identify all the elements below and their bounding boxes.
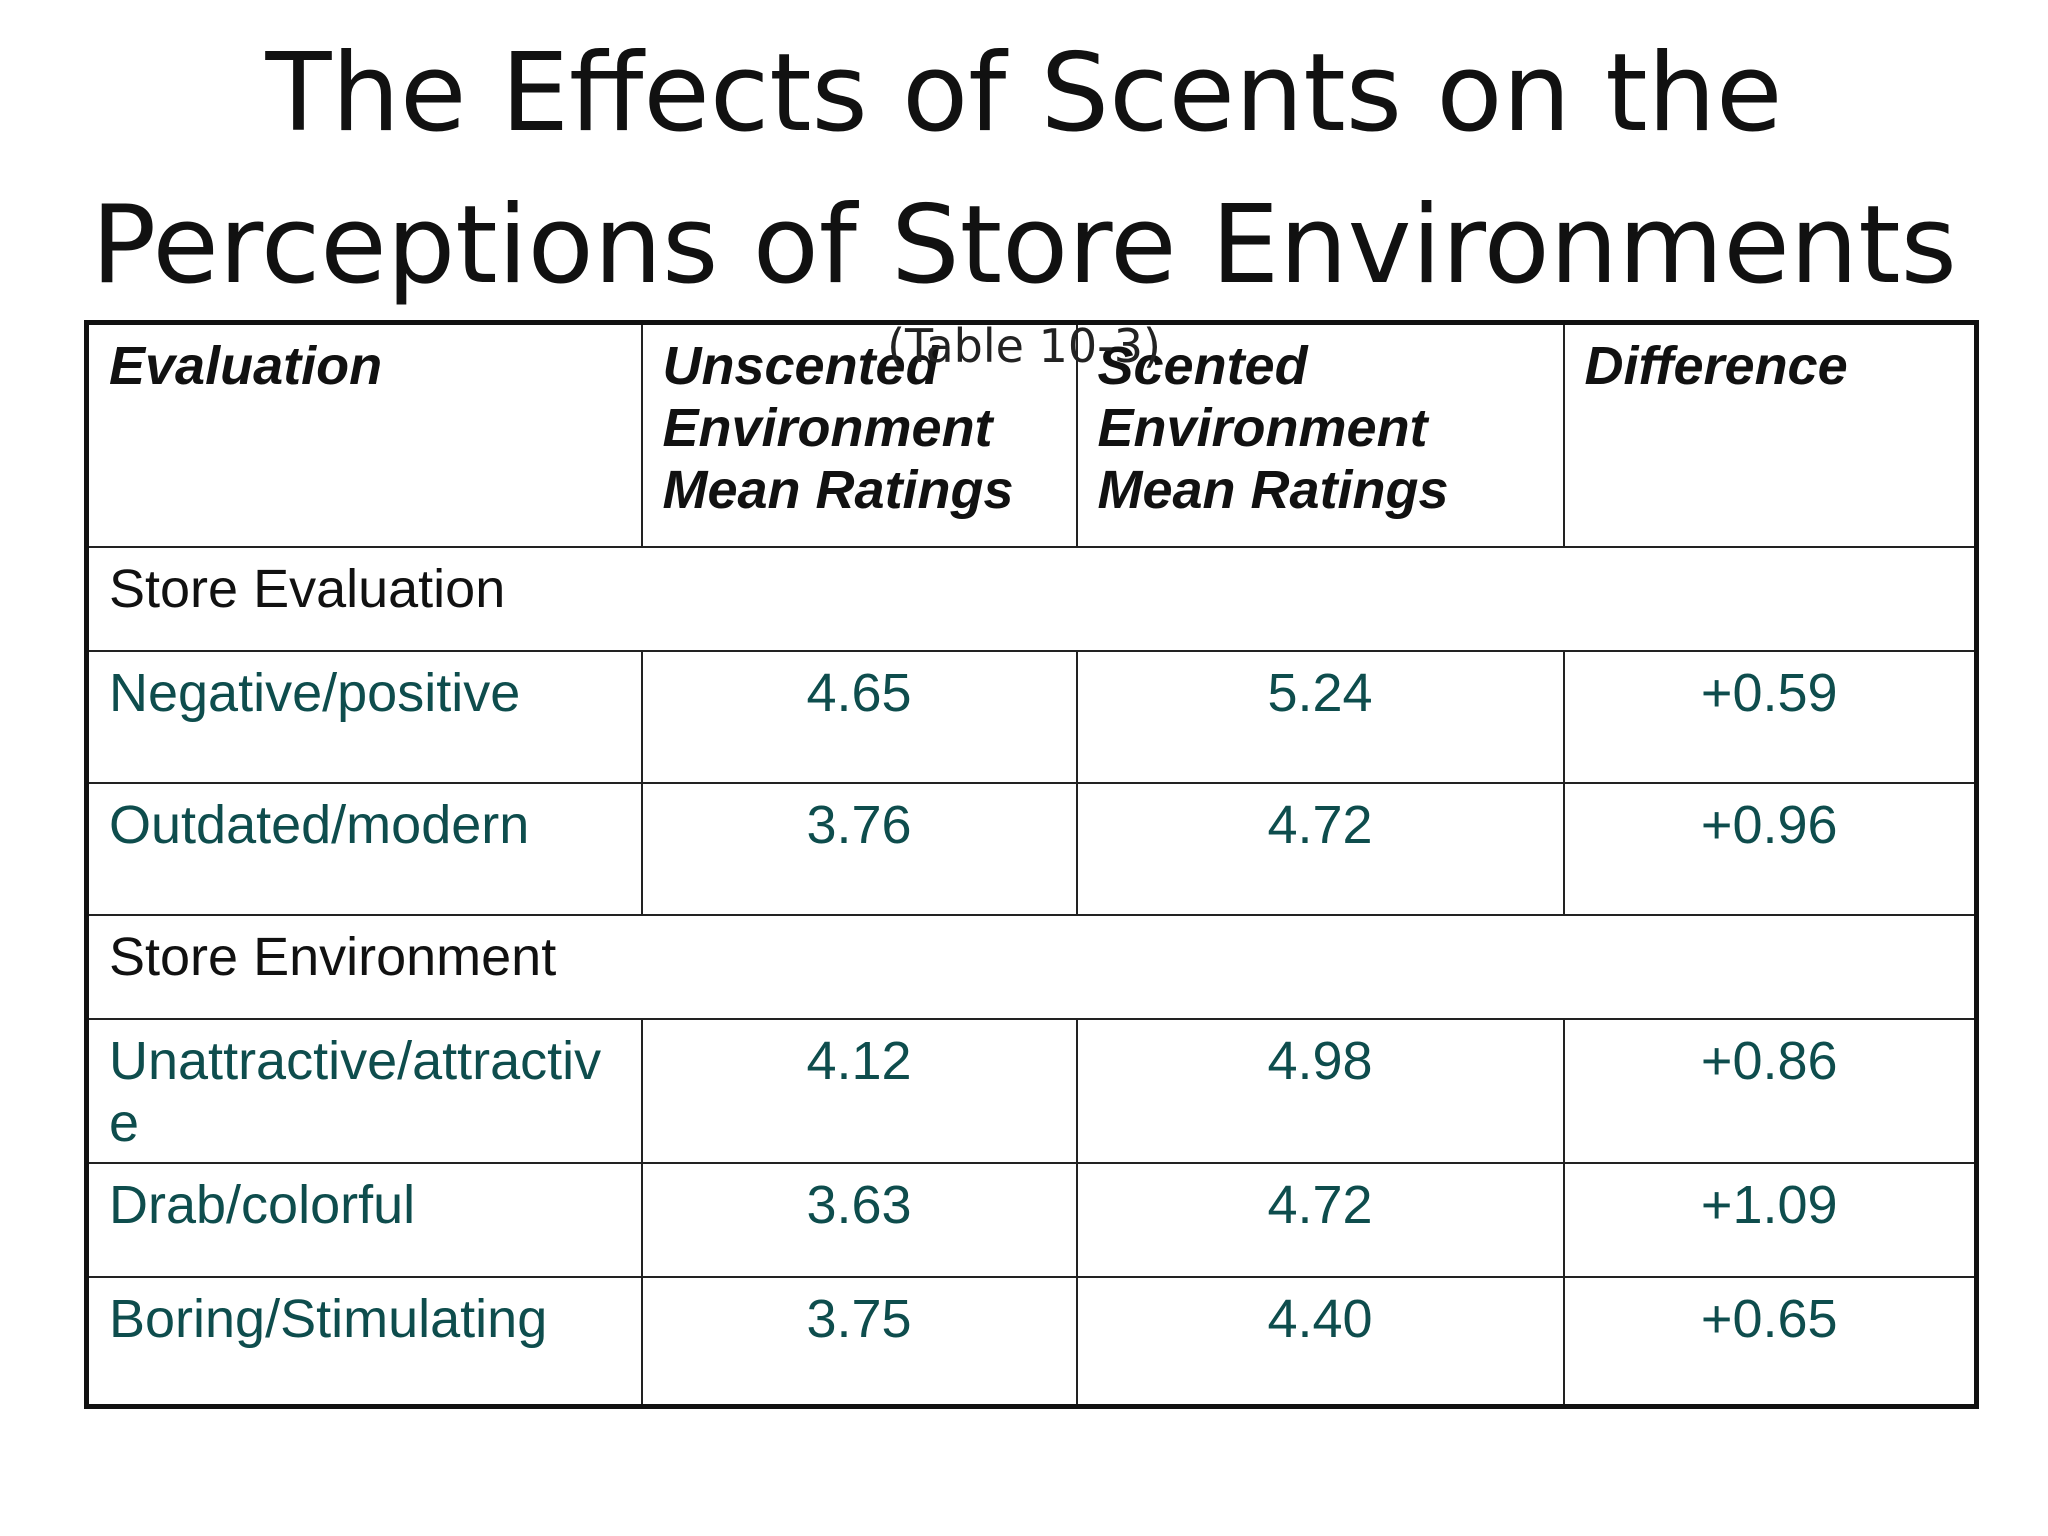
table-row: Negative/positive 4.65 5.24 +0.59 bbox=[85, 649, 1978, 784]
row-label: Outdated/modern bbox=[85, 781, 643, 916]
slide-title: The Effects of Scents on the Perceptions… bbox=[0, 18, 2048, 322]
unscented-value: 3.63 bbox=[640, 1161, 1078, 1278]
unscented-value: 4.65 bbox=[640, 649, 1078, 784]
difference-value: +1.09 bbox=[1562, 1161, 1978, 1278]
table-row: Boring/Stimulating 3.75 4.40 +0.65 bbox=[85, 1275, 1978, 1408]
scented-value: 4.98 bbox=[1075, 1017, 1565, 1164]
table-reference-subtitle: (Table 10-3) bbox=[887, 319, 1161, 373]
scent-effects-table: Evaluation Unscented Environment Mean Ra… bbox=[84, 320, 1979, 1409]
row-label: Unattractive/attractive bbox=[85, 1017, 643, 1164]
row-label: Drab/colorful bbox=[85, 1161, 643, 1278]
header-scented: Scented Environment Mean Ratings bbox=[1075, 321, 1565, 548]
unscented-value: 3.76 bbox=[640, 781, 1078, 916]
scented-value: 5.24 bbox=[1075, 649, 1565, 784]
header-difference: Difference bbox=[1562, 321, 1978, 548]
table-header-row: Evaluation Unscented Environment Mean Ra… bbox=[85, 321, 1978, 548]
row-label: Boring/Stimulating bbox=[85, 1275, 643, 1408]
slide-title-line-2: Perceptions of Store Environments bbox=[91, 183, 1957, 308]
scented-value: 4.72 bbox=[1075, 781, 1565, 916]
section-row-store-evaluation: Store Evaluation bbox=[85, 545, 1978, 652]
scented-value: 4.40 bbox=[1075, 1275, 1565, 1408]
header-evaluation: Evaluation bbox=[85, 321, 643, 548]
row-label: Negative/positive bbox=[85, 649, 643, 784]
difference-value: +0.59 bbox=[1562, 649, 1978, 784]
table-row: Unattractive/attractive 4.12 4.98 +0.86 bbox=[85, 1017, 1978, 1164]
header-unscented: Unscented Environment Mean Ratings bbox=[640, 321, 1078, 548]
difference-value: +0.96 bbox=[1562, 781, 1978, 916]
section-label: Store Environment bbox=[85, 913, 1978, 1020]
unscented-value: 3.75 bbox=[640, 1275, 1078, 1408]
slide-title-line-1: The Effects of Scents on the bbox=[265, 31, 1783, 156]
section-label: Store Evaluation bbox=[85, 545, 1978, 652]
table-row: Drab/colorful 3.63 4.72 +1.09 bbox=[85, 1161, 1978, 1278]
unscented-value: 4.12 bbox=[640, 1017, 1078, 1164]
scented-value: 4.72 bbox=[1075, 1161, 1565, 1278]
table-row: Outdated/modern 3.76 4.72 +0.96 bbox=[85, 781, 1978, 916]
difference-value: +0.86 bbox=[1562, 1017, 1978, 1164]
difference-value: +0.65 bbox=[1562, 1275, 1978, 1408]
section-row-store-environment: Store Environment bbox=[85, 913, 1978, 1020]
